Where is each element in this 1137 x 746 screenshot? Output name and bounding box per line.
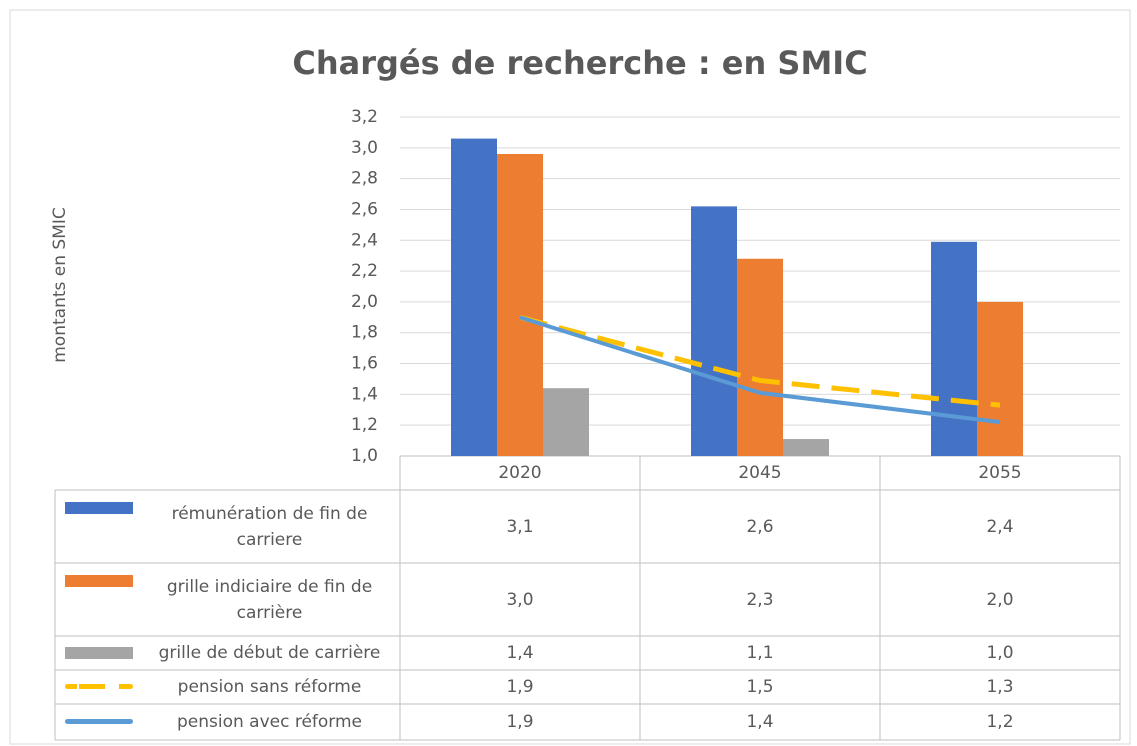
y-tick-label: 2,0 <box>351 292 378 312</box>
bar <box>451 138 497 456</box>
legend-entry: grille de début de carrière <box>55 636 400 670</box>
bar <box>977 301 1023 456</box>
y-tick-label: 3,2 <box>351 107 378 127</box>
legend-label: pension sans réforme <box>177 677 362 697</box>
y-tick-label: 2,6 <box>351 199 378 219</box>
line-series <box>519 314 1001 408</box>
y-tick-label: 1,4 <box>351 384 378 404</box>
bar <box>737 258 783 456</box>
y-axis-label: montants en SMIC <box>50 207 70 363</box>
y-tick-label: 2,2 <box>351 261 378 281</box>
bar <box>783 439 829 456</box>
table-value: 1,0 <box>986 643 1014 663</box>
table-value: 2,6 <box>746 516 774 537</box>
y-tick-label: 2,8 <box>351 169 378 189</box>
legend-key <box>65 684 133 689</box>
table-value: 2,4 <box>986 516 1014 537</box>
y-tick-label: 1,8 <box>351 323 378 343</box>
table-value: 1,2 <box>986 712 1014 732</box>
legend-key <box>65 719 133 724</box>
x-tick-label: 2020 <box>498 463 542 483</box>
legend-entry: rémunération de fin de carriere <box>55 490 400 563</box>
table-value: 1,1 <box>746 643 774 663</box>
bar <box>497 153 543 456</box>
table-value: 1,5 <box>746 677 774 697</box>
legend-label: pension avec réforme <box>176 712 363 732</box>
table-value: 1,9 <box>506 677 534 697</box>
y-tick-label: 2,4 <box>351 230 378 250</box>
x-tick-label: 2045 <box>738 463 782 483</box>
table-value: 1,3 <box>986 677 1014 697</box>
table-value: 2,3 <box>746 589 774 610</box>
legend-label: grille de début de carrière <box>158 643 381 663</box>
legend-label: grille indiciaire de fin de carrière <box>166 576 373 623</box>
table-value: 2,0 <box>986 589 1014 610</box>
bar <box>543 388 589 456</box>
table-value: 3,1 <box>506 516 534 537</box>
line-series <box>519 315 1001 425</box>
legend-key <box>65 647 133 659</box>
legend-entry: pension avec réforme <box>55 704 400 740</box>
legend-entry: grille indiciaire de fin de carrière <box>55 563 400 636</box>
y-tick-label: 1,2 <box>351 415 378 435</box>
y-tick-label: 3,0 <box>351 138 378 158</box>
table-value: 1,4 <box>506 643 534 663</box>
y-tick-label: 1,6 <box>351 354 378 374</box>
y-tick-label: 1,0 <box>351 446 378 466</box>
chart-title: Chargés de recherche : en SMIC <box>292 44 867 82</box>
x-tick-label: 2055 <box>978 463 1022 483</box>
legend-key <box>65 502 133 514</box>
table-value: 3,0 <box>506 589 534 610</box>
table-value: 1,4 <box>746 712 774 732</box>
bar <box>931 241 977 456</box>
table-value: 1,9 <box>506 712 534 732</box>
legend-label: rémunération de fin de carriere <box>171 503 368 550</box>
bar <box>691 206 737 456</box>
legend-key <box>65 575 133 587</box>
legend-entry: pension sans réforme <box>55 670 400 704</box>
